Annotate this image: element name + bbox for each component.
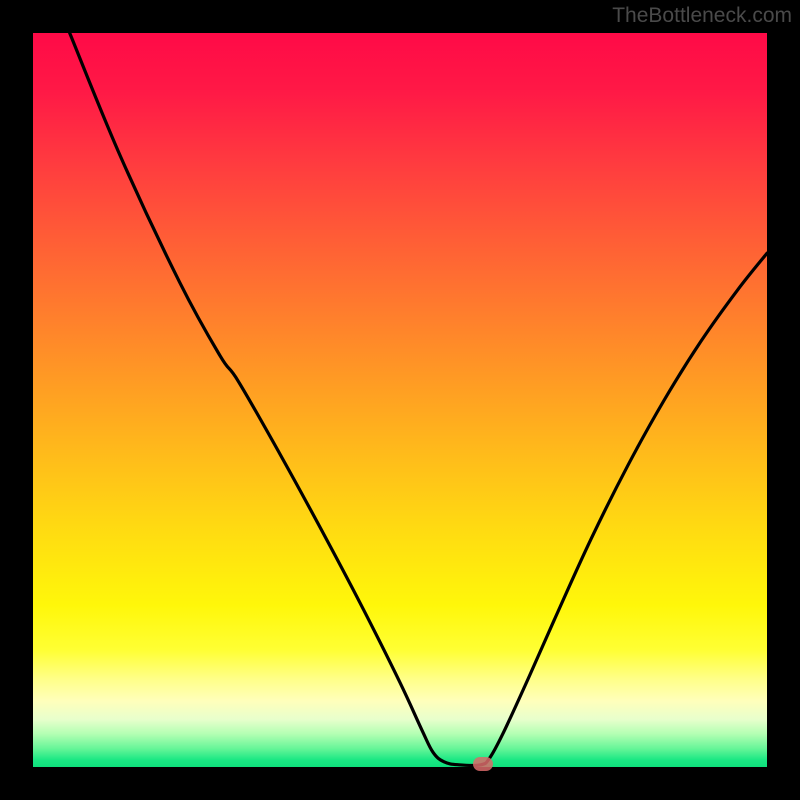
bottleneck-chart: [0, 0, 800, 800]
chart-container: TheBottleneck.com: [0, 0, 800, 800]
gradient-background: [33, 33, 767, 767]
watermark-label: TheBottleneck.com: [612, 4, 792, 28]
optimal-point-marker: [473, 757, 493, 771]
